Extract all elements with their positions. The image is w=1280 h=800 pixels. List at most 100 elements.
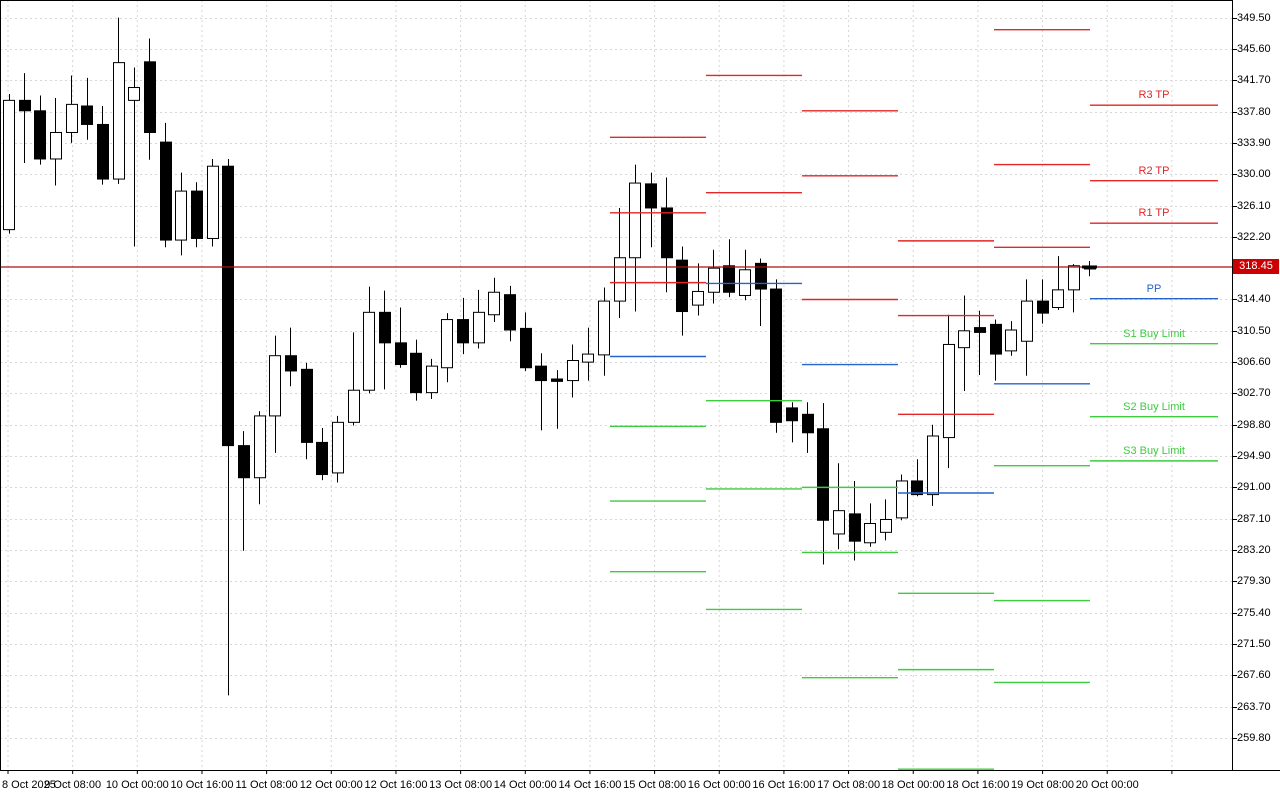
x-axis-label: 16 Oct 16:00 — [752, 779, 816, 791]
y-axis-label: 310.50 — [1237, 324, 1271, 337]
candle-bearish — [551, 378, 563, 382]
y-axis-label: 326.10 — [1237, 199, 1271, 212]
candle-bearish — [97, 123, 109, 180]
y-axis-label: 279.30 — [1237, 575, 1271, 588]
candle-bearish — [395, 342, 407, 366]
candle-bearish — [1037, 300, 1049, 314]
pivot-level-label[interactable]: R3 TP — [1138, 89, 1170, 102]
candle-bearish — [81, 105, 93, 125]
candle-bearish — [457, 319, 469, 344]
candle-bullish — [708, 267, 720, 293]
candle-bearish — [786, 407, 798, 422]
y-axis-label: 267.60 — [1237, 669, 1271, 682]
candle-bullish — [207, 165, 219, 239]
candle-bearish — [723, 265, 735, 293]
y-axis-label: 275.40 — [1237, 606, 1271, 619]
y-axis-label: 322.20 — [1237, 230, 1271, 243]
candle-bullish — [598, 300, 610, 356]
candle-bullish — [473, 311, 485, 344]
candle-bearish — [285, 355, 297, 372]
candle-bullish — [614, 257, 626, 302]
candle-bearish — [849, 513, 861, 542]
plot-frame — [0, 0, 1233, 771]
candle-bullish — [488, 291, 500, 316]
candle-bearish — [379, 311, 391, 344]
candle-bearish — [316, 441, 328, 476]
candle-bearish — [34, 110, 46, 160]
candle-bullish — [880, 518, 892, 533]
y-axis-label: 314.40 — [1237, 293, 1271, 306]
candle-bearish — [19, 99, 31, 112]
pivot-level-label[interactable]: S2 Buy Limit — [1123, 400, 1185, 413]
pivot-level-label[interactable]: R2 TP — [1138, 164, 1170, 177]
x-axis-label: 12 Oct 16:00 — [364, 779, 428, 791]
candle-bearish — [504, 294, 516, 331]
pivot-level-label[interactable]: S1 Buy Limit — [1123, 327, 1185, 340]
candle-bullish — [254, 415, 266, 479]
y-axis-label: 259.80 — [1237, 731, 1271, 744]
candle-bullish — [692, 290, 704, 306]
candle-bullish — [332, 421, 344, 474]
y-axis-label: 271.50 — [1237, 637, 1271, 650]
candle-bullish — [958, 330, 970, 349]
y-axis-label: 263.70 — [1237, 700, 1271, 713]
candle-bullish — [943, 343, 955, 439]
candle-bullish — [896, 480, 908, 519]
y-axis-label: 283.20 — [1237, 544, 1271, 556]
x-axis-label: 19 Oct 08:00 — [1011, 779, 1075, 791]
candle-bearish — [661, 207, 673, 259]
x-axis-label: 9 Oct 08:00 — [44, 779, 102, 791]
candle-bullish — [739, 269, 751, 296]
candle-bullish — [927, 435, 939, 496]
candle-bullish — [66, 103, 78, 133]
candle-bearish — [238, 445, 250, 479]
candle-bearish — [144, 61, 156, 133]
candle-bearish — [301, 368, 313, 443]
candle-bullish — [629, 182, 641, 259]
candle-bullish — [50, 131, 62, 160]
candle-bullish — [128, 87, 140, 101]
candle-bullish — [1005, 329, 1017, 352]
candle-bullish — [363, 311, 375, 391]
y-axis-label: 337.80 — [1237, 105, 1271, 118]
candle-bullish — [269, 355, 281, 417]
x-axis-label: 12 Oct 00:00 — [299, 779, 363, 791]
candle-bearish — [222, 165, 234, 447]
candle-bearish — [817, 428, 829, 521]
candle-bearish — [535, 365, 547, 382]
x-axis-label: 14 Oct 16:00 — [558, 779, 622, 791]
y-axis-label: 330.00 — [1237, 168, 1271, 181]
x-axis-label: 13 Oct 08:00 — [429, 779, 493, 791]
candle-bearish — [911, 480, 923, 496]
pivot-level-label[interactable]: S3 Buy Limit — [1123, 444, 1185, 457]
candle-bullish — [833, 510, 845, 535]
candle-bullish — [567, 360, 579, 382]
x-axis-label: 14 Oct 00:00 — [493, 779, 557, 791]
candle-bullish — [582, 353, 594, 363]
candle-bullish — [1052, 289, 1064, 309]
candle-bullish — [441, 319, 453, 369]
candle-bearish — [520, 327, 532, 369]
pivot-level-label[interactable]: R1 TP — [1138, 207, 1170, 220]
y-axis-label: 294.90 — [1237, 450, 1271, 463]
pivot-level-label[interactable]: PP — [1146, 282, 1162, 295]
candle-bullish — [1068, 265, 1080, 291]
candle-bullish — [175, 190, 187, 241]
y-axis-label: 287.10 — [1237, 512, 1271, 525]
y-axis-label: 298.80 — [1237, 418, 1271, 431]
y-axis-label: 306.60 — [1237, 356, 1271, 369]
current-price-badge: 318.45 — [1233, 259, 1279, 275]
x-axis-label: 17 Oct 08:00 — [817, 779, 881, 791]
candle-bullish — [3, 99, 15, 231]
x-axis-label: 10 Oct 00:00 — [105, 779, 169, 791]
candle-bearish — [974, 327, 986, 333]
x-axis-label: 10 Oct 16:00 — [170, 779, 234, 791]
y-axis-label: 345.60 — [1237, 42, 1271, 55]
candle-bearish — [191, 190, 203, 239]
candle-bearish — [755, 262, 767, 290]
candle-bearish — [802, 413, 814, 434]
candle-bearish — [990, 323, 1002, 355]
x-axis-label: 16 Oct 00:00 — [687, 779, 751, 791]
